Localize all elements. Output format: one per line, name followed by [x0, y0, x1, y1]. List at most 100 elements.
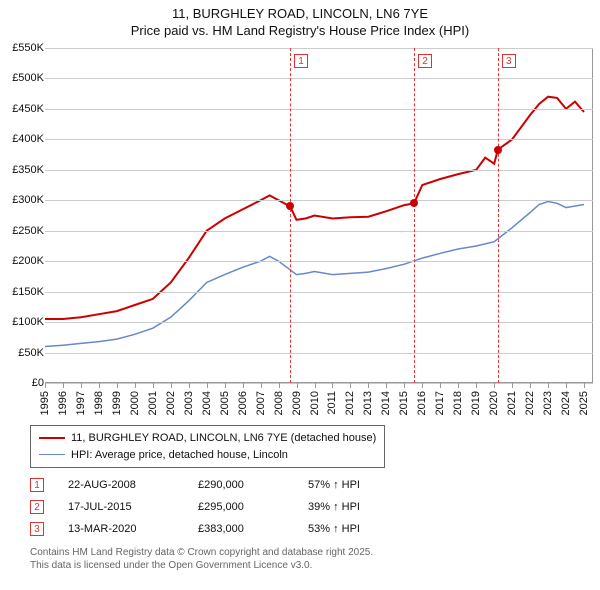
y-axis-label: £500K — [2, 72, 44, 84]
x-axis-label: 2019 — [470, 391, 482, 415]
x-tick — [297, 383, 298, 388]
series-hpi — [45, 202, 584, 347]
x-tick — [225, 383, 226, 388]
event-marker-badge: 1 — [294, 54, 308, 68]
legend-item: HPI: Average price, detached house, Linc… — [39, 447, 376, 464]
x-tick — [422, 383, 423, 388]
x-tick — [117, 383, 118, 388]
gridline — [45, 231, 593, 232]
y-axis-label: £450K — [2, 103, 44, 115]
x-tick — [153, 383, 154, 388]
x-axis-label: 2013 — [362, 391, 374, 415]
gridline — [45, 170, 593, 171]
x-tick — [243, 383, 244, 388]
y-axis-label: £50K — [2, 347, 44, 359]
footer-line-1: Contains HM Land Registry data © Crown c… — [30, 546, 373, 559]
sale-row: 313-MAR-2020£383,00053% ↑ HPI — [30, 518, 398, 540]
sale-date: 17-JUL-2015 — [68, 501, 198, 513]
x-tick — [171, 383, 172, 388]
sale-badge: 3 — [30, 522, 44, 536]
sale-date: 22-AUG-2008 — [68, 479, 198, 491]
gridline — [45, 292, 593, 293]
x-tick — [207, 383, 208, 388]
y-axis-label: £550K — [2, 42, 44, 54]
legend-item: 11, BURGHLEY ROAD, LINCOLN, LN6 7YE (det… — [39, 430, 376, 447]
gridline — [45, 109, 593, 110]
x-tick — [512, 383, 513, 388]
chart-svg — [45, 48, 593, 383]
y-axis-label: £400K — [2, 133, 44, 145]
y-axis-label: £300K — [2, 194, 44, 206]
x-axis-label: 2020 — [488, 391, 500, 415]
sale-pct: 39% ↑ HPI — [308, 501, 398, 513]
x-axis-label: 2001 — [147, 391, 159, 415]
sale-badge: 1 — [30, 478, 44, 492]
legend-label: 11, BURGHLEY ROAD, LINCOLN, LN6 7YE (det… — [71, 430, 376, 447]
sale-badge: 2 — [30, 500, 44, 514]
y-axis-label: £350K — [2, 164, 44, 176]
x-axis-label: 2012 — [344, 391, 356, 415]
x-axis-label: 1995 — [39, 391, 51, 415]
x-tick — [99, 383, 100, 388]
gridline — [45, 383, 593, 384]
y-axis-label: £0 — [2, 377, 44, 389]
price-point — [286, 202, 294, 210]
x-axis-label: 2018 — [452, 391, 464, 415]
gridline — [45, 353, 593, 354]
x-tick — [368, 383, 369, 388]
x-tick — [530, 383, 531, 388]
legend-swatch — [39, 454, 65, 455]
gridline — [45, 261, 593, 262]
x-tick — [332, 383, 333, 388]
x-axis-label: 2014 — [380, 391, 392, 415]
x-tick — [548, 383, 549, 388]
x-tick — [458, 383, 459, 388]
gridline — [45, 322, 593, 323]
x-axis-label: 2022 — [524, 391, 536, 415]
x-axis-label: 2008 — [273, 391, 285, 415]
x-axis-label: 1998 — [93, 391, 105, 415]
legend-swatch — [39, 437, 65, 439]
y-axis-label: £100K — [2, 316, 44, 328]
x-tick — [494, 383, 495, 388]
gridline — [45, 48, 593, 49]
x-axis-label: 2004 — [201, 391, 213, 415]
x-axis-label: 2011 — [326, 391, 338, 415]
x-axis-label: 2023 — [542, 391, 554, 415]
sale-price: £295,000 — [198, 501, 308, 513]
x-axis-label: 1999 — [111, 391, 123, 415]
event-marker-line — [414, 48, 415, 383]
x-axis-label: 1996 — [57, 391, 69, 415]
sale-row: 1 22-AUG-2008£290,00057% ↑ HPI — [30, 474, 398, 496]
gridline — [45, 139, 593, 140]
event-marker-badge: 2 — [418, 54, 432, 68]
gridline — [45, 200, 593, 201]
x-tick — [63, 383, 64, 388]
x-tick — [566, 383, 567, 388]
series-price-paid — [45, 97, 584, 319]
price-point — [494, 146, 502, 154]
event-marker-line — [290, 48, 291, 383]
x-axis-label: 2000 — [129, 391, 141, 415]
x-tick — [440, 383, 441, 388]
sale-price: £290,000 — [198, 479, 308, 491]
x-axis-label: 2009 — [291, 391, 303, 415]
x-axis-label: 2003 — [183, 391, 195, 415]
x-tick — [584, 383, 585, 388]
sale-row: 2 17-JUL-2015£295,00039% ↑ HPI — [30, 496, 398, 518]
sale-price: £383,000 — [198, 523, 308, 535]
sale-pct: 57% ↑ HPI — [308, 479, 398, 491]
x-axis-label: 2006 — [237, 391, 249, 415]
footer-line-2: This data is licensed under the Open Gov… — [30, 559, 373, 572]
price-point — [410, 199, 418, 207]
x-axis-label: 2007 — [255, 391, 267, 415]
legend-label: HPI: Average price, detached house, Linc… — [71, 447, 288, 464]
y-axis-label: £200K — [2, 255, 44, 267]
y-axis-label: £150K — [2, 286, 44, 298]
legend: 11, BURGHLEY ROAD, LINCOLN, LN6 7YE (det… — [30, 425, 385, 468]
x-axis-label: 2010 — [309, 391, 321, 415]
x-tick — [404, 383, 405, 388]
event-marker-line — [498, 48, 499, 383]
x-tick — [386, 383, 387, 388]
x-tick — [81, 383, 82, 388]
